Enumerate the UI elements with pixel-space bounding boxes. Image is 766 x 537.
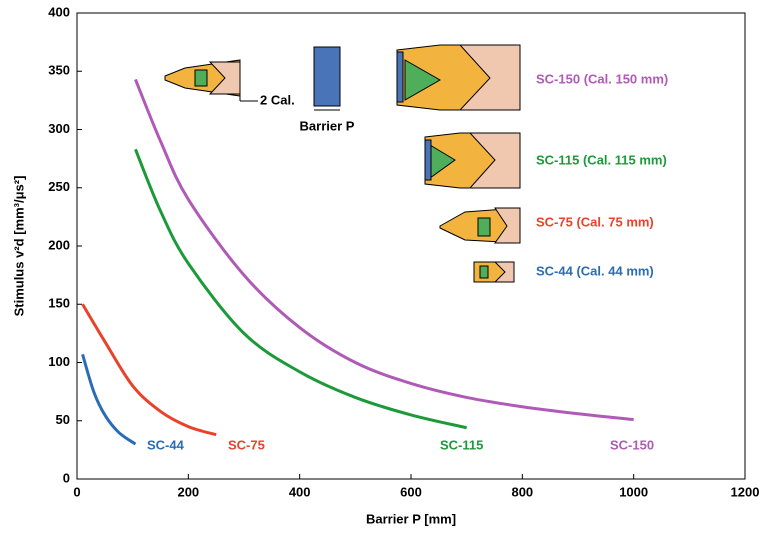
y-tick-label: 250 <box>48 179 70 194</box>
x-tick-label: 400 <box>289 484 311 499</box>
x-tick-label: 0 <box>73 484 80 499</box>
y-tick-label: 150 <box>48 296 70 311</box>
line <box>134 148 468 430</box>
line <box>81 353 137 446</box>
annotation: Barrier P <box>300 118 355 133</box>
x-tick-label: 800 <box>511 484 533 499</box>
y-tick-label: 350 <box>48 63 70 78</box>
shaped-charge-icons <box>164 44 521 283</box>
legend-label: SC-75 (Cal. 75 mm) <box>536 214 654 229</box>
legend-label: SC-115 (Cal. 115 mm) <box>536 152 667 167</box>
y-tick-label: 50 <box>56 412 70 427</box>
legend-label: SC-44 (Cal. 44 mm) <box>536 263 654 278</box>
y-tick-label: 300 <box>48 121 70 136</box>
y-axis-label: Stimulus v²d [mm³/μs²] <box>11 176 26 317</box>
x-axis-label: Barrier P [mm] <box>366 511 456 526</box>
legend-label: SC-150 (Cal. 150 mm) <box>536 71 668 86</box>
line <box>81 303 217 437</box>
x-tick-label: 600 <box>400 484 422 499</box>
series-label: SC-75 <box>228 437 265 452</box>
y-tick-label: 400 <box>48 4 70 19</box>
x-tick-label: 1000 <box>619 484 648 499</box>
series-label: SC-44 <box>147 437 185 452</box>
y-tick-label: 100 <box>48 354 70 369</box>
y-tick-label: 200 <box>48 237 70 252</box>
line <box>134 78 634 422</box>
y-tick-label: 0 <box>63 470 70 485</box>
x-tick-label: 200 <box>177 484 199 499</box>
annotation: 2 Cal. <box>260 92 295 107</box>
series-label: SC-115 <box>440 437 483 452</box>
series-label: SC-150 <box>610 437 654 452</box>
x-tick-label: 1200 <box>731 484 760 499</box>
